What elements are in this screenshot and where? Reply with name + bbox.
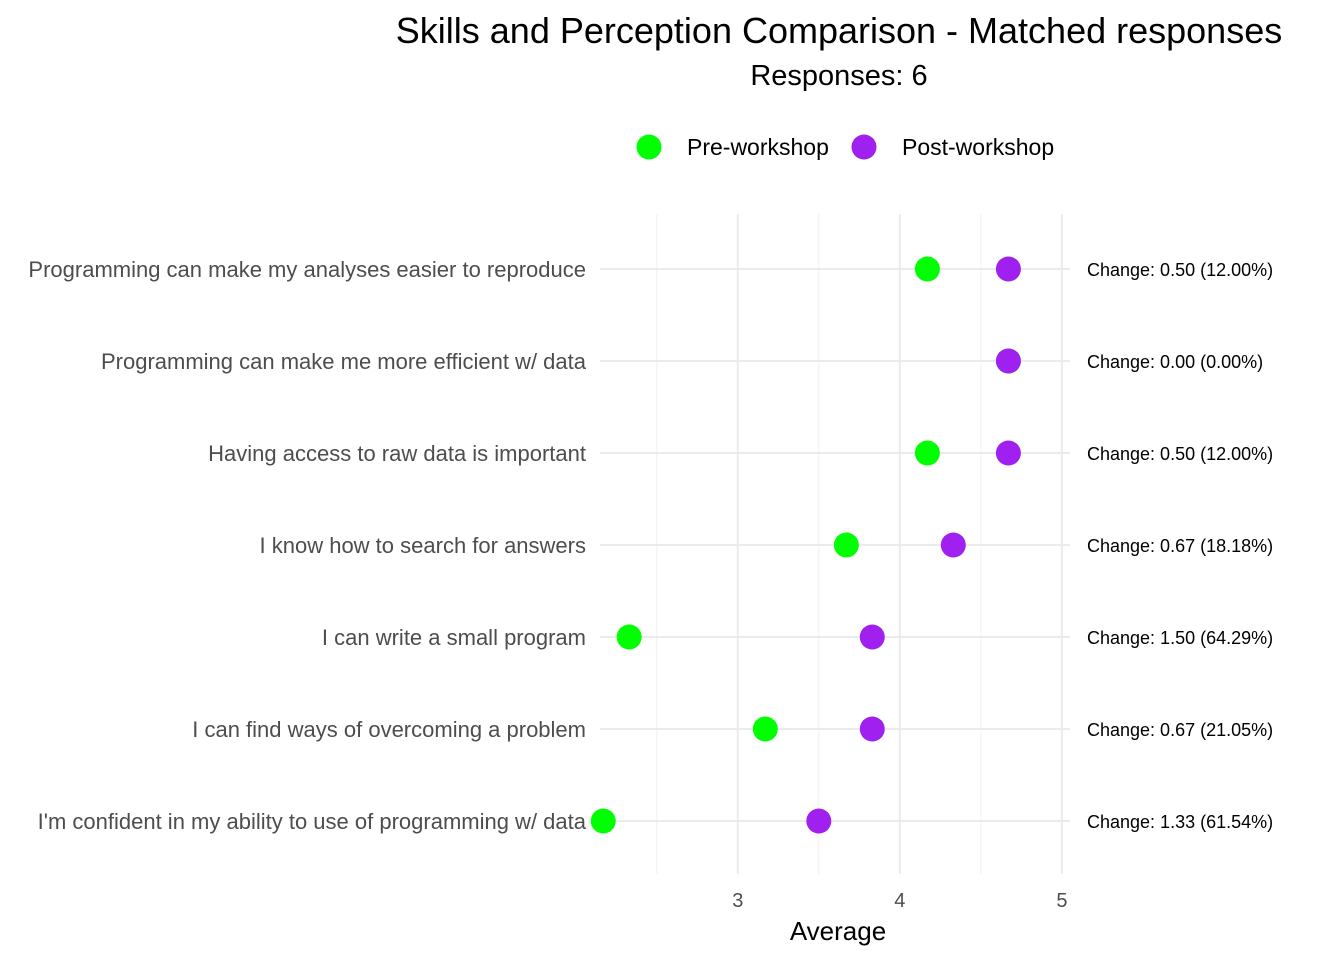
post-workshop-point — [995, 348, 1021, 374]
x-tick-label: 3 — [732, 890, 743, 912]
pre-workshop-point — [914, 440, 940, 466]
change-annotation: Change: 1.33 (61.54%) — [1087, 812, 1273, 832]
y-tick-label: I'm confident in my ability to use of pr… — [38, 809, 587, 834]
chart-title: Skills and Perception Comparison - Match… — [395, 10, 1283, 51]
change-annotation: Change: 0.67 (18.18%) — [1087, 536, 1273, 556]
post-workshop-point — [995, 440, 1021, 466]
legend-swatch — [636, 134, 662, 160]
change-annotation: Change: 0.00 (0.00%) — [1087, 352, 1263, 372]
grid-layer: 3 4 5 — [600, 214, 1070, 912]
legend-label: Pre-workshop — [687, 134, 829, 160]
y-tick-label: I can find ways of overcoming a problem — [192, 717, 586, 742]
change-annotation: Change: 0.67 (21.05%) — [1087, 720, 1273, 740]
y-tick-label: Having access to raw data is important — [208, 441, 586, 466]
labels-layer: Programming can make my analyses easier … — [28, 257, 1273, 834]
change-annotation: Change: 1.50 (64.29%) — [1087, 628, 1273, 648]
x-axis-label: Average — [790, 916, 886, 946]
post-workshop-point — [806, 808, 832, 834]
y-tick-label: I know how to search for answers — [260, 533, 586, 558]
post-workshop-point — [995, 256, 1021, 282]
pre-workshop-point — [616, 624, 642, 650]
legend: Pre-workshop Post-workshop — [636, 134, 1054, 160]
x-tick-label: 4 — [894, 890, 905, 912]
pre-workshop-point — [833, 532, 859, 558]
chart-subtitle: Responses: 6 — [750, 60, 928, 92]
legend-swatch — [851, 134, 877, 160]
y-tick-label: Programming can make me more efficient w… — [101, 349, 587, 374]
post-workshop-point — [859, 716, 885, 742]
x-tick-label: 5 — [1056, 890, 1067, 912]
legend-label: Post-workshop — [902, 134, 1054, 160]
change-annotation: Change: 0.50 (12.00%) — [1087, 444, 1273, 464]
marks-layer — [590, 256, 1021, 834]
post-workshop-point — [940, 532, 966, 558]
pre-workshop-point — [914, 256, 940, 282]
post-workshop-point — [859, 624, 885, 650]
y-tick-label: Programming can make my analyses easier … — [28, 257, 586, 282]
y-tick-label: I can write a small program — [322, 625, 586, 650]
pre-workshop-point — [590, 808, 616, 834]
change-annotation: Change: 0.50 (12.00%) — [1087, 260, 1273, 280]
pre-workshop-point — [752, 716, 778, 742]
